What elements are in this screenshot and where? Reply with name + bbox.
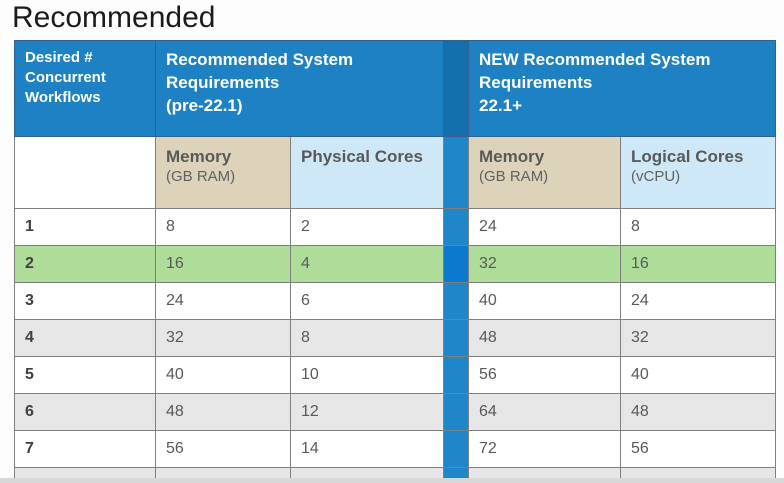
new-memory-subtitle: (GB RAM)	[479, 168, 549, 185]
new-memory-cell: 64	[468, 393, 622, 431]
group-new-line-1: NEW Recommended System	[479, 50, 711, 69]
row-header-line-2: Concurrent	[25, 69, 106, 86]
pre-memory-cell: 16	[155, 245, 291, 283]
pre-memory-cell: 8	[155, 208, 291, 246]
new-cores-cell: 8	[620, 208, 777, 246]
sub-header-pre-memory: Memory (GB RAM)	[155, 136, 291, 209]
separator-cell	[443, 393, 470, 431]
new-cores-title: Logical Cores	[631, 147, 744, 166]
table-row: 3 24 6 40 24	[14, 282, 777, 320]
new-cores-cell: 56	[620, 430, 777, 468]
separator-cell	[443, 208, 470, 246]
pre-cores-cell: 6	[289, 282, 445, 320]
new-memory-cell: 24	[468, 208, 622, 246]
table-row-highlighted: 2 16 4 32 16	[14, 245, 777, 283]
table-row: 7 56 14 72 56	[14, 430, 777, 468]
row-header-column-title: Desired # Concurrent Workflows	[14, 40, 156, 137]
separator-cell	[443, 356, 470, 394]
group-new-line-3: 22.1+	[479, 96, 523, 115]
pre-cores-cell: 12	[289, 393, 445, 431]
pre-cores-cell: 14	[289, 430, 445, 468]
new-memory-title: Memory	[479, 147, 545, 166]
pre-memory-cell: 56	[155, 430, 291, 468]
group-pre-line-1: Recommended System	[166, 50, 354, 69]
new-cores-cell: 48	[620, 393, 777, 431]
pre-cores-cell: 8	[289, 319, 445, 357]
separator-cell	[443, 40, 470, 137]
system-requirements-table: Desired # Concurrent Workflows Recommend…	[14, 40, 777, 483]
new-cores-subtitle: (vCPU)	[631, 168, 681, 185]
pre-memory-cell: 40	[155, 356, 291, 394]
group-header-pre-22-1: Recommended System Requirements (pre-22.…	[154, 40, 445, 137]
group-pre-line-2: Requirements	[166, 73, 280, 92]
separator-cell	[443, 319, 470, 357]
group-new-line-2: Requirements	[479, 73, 593, 92]
table-sub-header-row: Memory (GB RAM) Physical Cores Memory (G…	[14, 136, 777, 209]
table-row: 1 8 2 24 8	[14, 208, 777, 246]
workflows-cell: 5	[14, 356, 156, 394]
group-pre-line-3: (pre-22.1)	[166, 96, 243, 115]
row-header-line-1: Desired #	[25, 49, 93, 66]
new-memory-cell: 40	[468, 282, 622, 320]
workflows-cell: 6	[14, 393, 156, 431]
new-memory-cell: 48	[468, 319, 622, 357]
slide-title: Recommended	[12, 1, 216, 34]
new-memory-cell: 56	[468, 356, 622, 394]
pre-memory-cell: 32	[155, 319, 291, 357]
table-row: 6 48 12 64 48	[14, 393, 777, 431]
pre-memory-cell: 24	[155, 282, 291, 320]
separator-cell	[443, 282, 470, 320]
workflows-cell: 7	[14, 430, 156, 468]
pre-cores-title: Physical Cores	[301, 147, 423, 166]
new-cores-cell: 32	[620, 319, 777, 357]
row-header-line-3: Workflows	[25, 89, 101, 106]
separator-cell	[443, 430, 470, 468]
workflows-cell: 1	[14, 208, 156, 246]
new-memory-cell: 32	[468, 245, 622, 283]
corner-empty-cell	[14, 136, 156, 209]
new-cores-cell: 16	[620, 245, 777, 283]
screen-edge-strip	[0, 478, 784, 483]
workflows-cell: 4	[14, 319, 156, 357]
table-row: 4 32 8 48 32	[14, 319, 777, 357]
pre-cores-cell: 2	[289, 208, 445, 246]
pre-memory-title: Memory	[166, 147, 232, 166]
separator-cell	[443, 245, 470, 283]
sub-header-new-cores: Logical Cores (vCPU)	[620, 136, 777, 209]
pre-memory-subtitle: (GB RAM)	[166, 168, 236, 185]
sub-header-pre-cores: Physical Cores	[289, 136, 445, 209]
workflows-cell: 3	[14, 282, 156, 320]
pre-memory-cell: 48	[155, 393, 291, 431]
table-row: 5 40 10 56 40	[14, 356, 777, 394]
group-header-new-22-1: NEW Recommended System Requirements 22.1…	[468, 40, 777, 137]
sub-header-new-memory: Memory (GB RAM)	[468, 136, 622, 209]
pre-cores-cell: 10	[289, 356, 445, 394]
new-cores-cell: 24	[620, 282, 777, 320]
workflows-cell: 2	[14, 245, 156, 283]
separator-cell	[443, 136, 470, 209]
new-memory-cell: 72	[468, 430, 622, 468]
new-cores-cell: 40	[620, 356, 777, 394]
table-group-header-row: Desired # Concurrent Workflows Recommend…	[14, 40, 777, 137]
pre-cores-cell: 4	[289, 245, 445, 283]
